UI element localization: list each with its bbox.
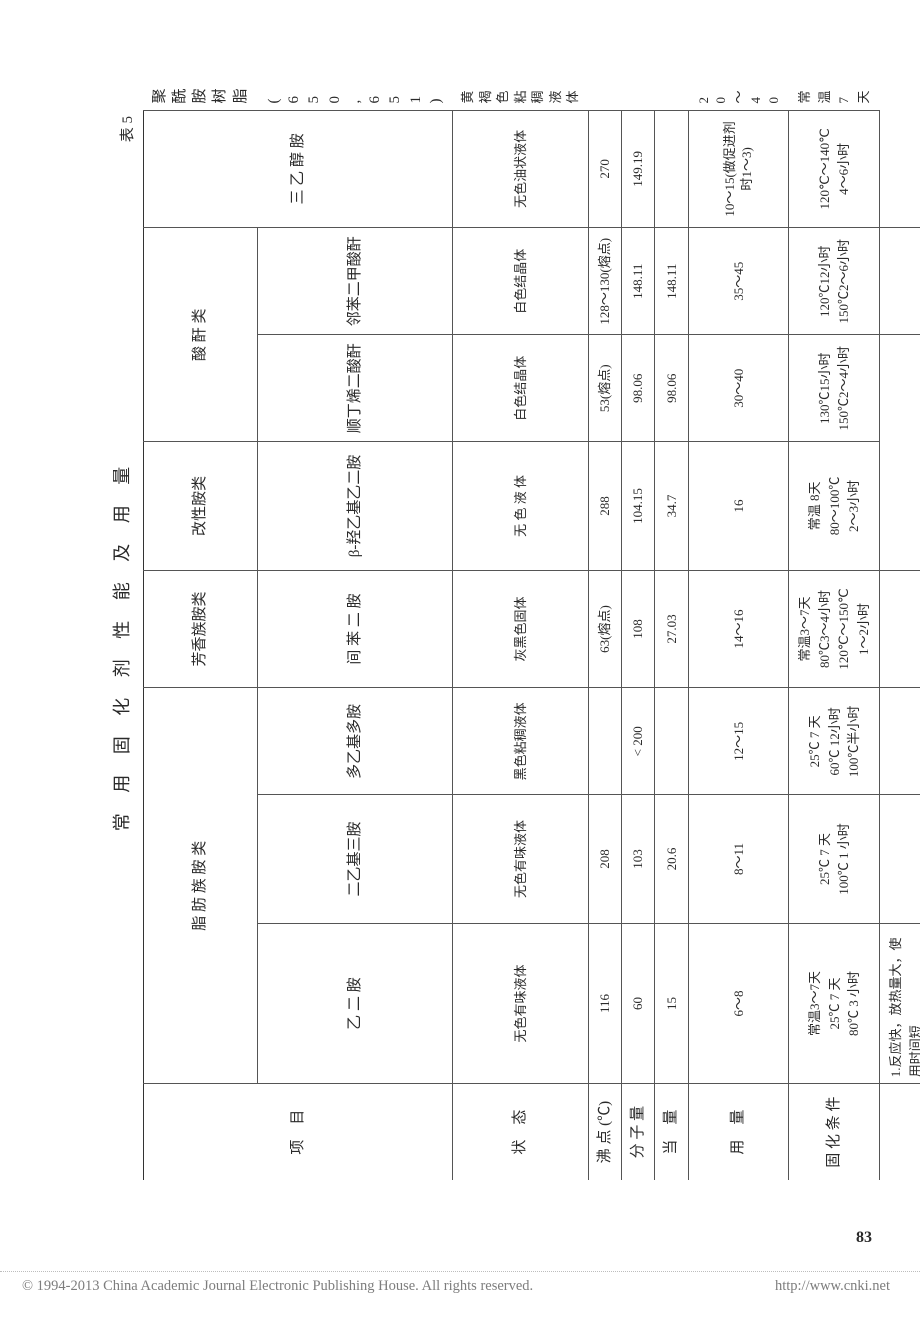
table-cell: 12～15	[688, 688, 789, 795]
table-cell: 常温3～7天25℃ 7 天80℃ 3 小时	[789, 923, 880, 1084]
table-cell: 毒性较小，使用时间较长，加温固化后性能较好	[880, 795, 920, 923]
table-cell: 8～11	[688, 795, 789, 923]
table-cell: 无 色 液 体	[453, 442, 589, 570]
table-cell: 黑色粘稠液体	[453, 688, 589, 795]
table-cell: 148.11	[622, 228, 655, 335]
table-cell: 14～16	[688, 570, 789, 688]
table-cell: 103	[622, 795, 655, 923]
table-cell: 148.11	[655, 228, 688, 335]
table-cell: 34.7	[655, 442, 688, 570]
table-cell: 16	[688, 442, 789, 570]
table-subheader: β-羟乙基乙二胺	[257, 442, 452, 570]
table-cell: 35～45	[688, 228, 789, 335]
table-cell: 1.反应快，放热量大，使用时间短2.粘度低，与树脂易混合，操作方便3.耐温性差,…	[880, 923, 920, 1084]
table-cell: 使用时间长，耐温性好，机械强度高，耐腐蚀性良好，毒性较大	[880, 688, 920, 795]
table-cell: 机械强度高,耐热性较好,易升华，有刺激性，需熔化才能混合，反应速度慢，使用时间长…	[880, 335, 920, 570]
footer-url: http://www.cnki.net	[775, 1278, 890, 1295]
table-subheader: 间 苯 二 胺	[257, 570, 452, 688]
row-label: 用 量	[688, 1084, 789, 1180]
table-cell: 104.15	[622, 442, 655, 570]
table-subheader: 邻苯二甲酸酐	[257, 228, 452, 335]
page-number: 83	[856, 1229, 872, 1247]
table-header: 三 乙 醇 胺	[143, 110, 453, 228]
table-subheader: 顺丁烯二酸酐	[257, 335, 452, 442]
row-label: 当 量	[655, 1084, 688, 1180]
row-label: 沸 点 (℃)	[588, 1084, 621, 1180]
table-cell: 60	[622, 923, 655, 1084]
table-header: 改性胺类	[143, 442, 257, 570]
table-cell: 130℃15小时150℃2～4小时	[789, 335, 880, 442]
table-cell: 149.19	[622, 110, 655, 228]
table-cell: 20.6	[655, 795, 688, 923]
table-cell: 63(熔点)	[588, 570, 621, 688]
table-cell: 无色有味液体	[453, 923, 589, 1084]
table-cell: 常温3～7天80℃3～4小时120℃～150℃1～2小时	[789, 570, 880, 688]
table-header: 脂 肪 族 胺 类	[143, 688, 257, 1084]
table-cell: 25℃ 7 天100℃ 1 小时	[789, 795, 880, 923]
table-cell: 15	[655, 923, 688, 1084]
table-cell: 98.06	[655, 335, 688, 442]
footer-copyright: © 1994-2013 China Academic Journal Elect…	[22, 1278, 533, 1295]
curing-agents-table: 项 目脂 肪 族 胺 类芳香族胺类改性胺类酸 酐 类三 乙 醇 胺聚酰胺树脂 乙…	[143, 110, 920, 1180]
table-cell: 27.03	[655, 570, 688, 688]
footer: © 1994-2013 China Academic Journal Elect…	[0, 1271, 920, 1295]
table-cell: 270	[588, 110, 621, 228]
table-cell: 288	[588, 442, 621, 570]
table-cell: 10～15(做促进剂时1～3)	[688, 110, 789, 228]
table-cell: 白色结晶体	[453, 228, 589, 335]
table-cell: 毒性小，既是固化剂又是增塑剂	[880, 110, 920, 228]
table-cell: 120℃～140℃4～6小时	[789, 110, 880, 228]
table-cell: 常温 8天80～100℃2～3小时	[789, 442, 880, 570]
table-cell: 白色结晶体	[453, 335, 589, 442]
table-cell: 6～8	[688, 923, 789, 1084]
table-cell: 208	[588, 795, 621, 923]
table-cell: 毒性较小，固化速度慢，使用时间长，粘度较大	[880, 570, 920, 688]
row-label: 状 态	[453, 1084, 589, 1180]
table-cell: 98.06	[622, 335, 655, 442]
table-cell: 无色有味液体	[453, 795, 589, 923]
row-label: 分 子 量	[622, 1084, 655, 1180]
row-label: 特 点	[880, 1084, 920, 1180]
table-cell	[588, 688, 621, 795]
curing-agents-table-block: 常 用 固 化 剂 性 能 及 用 量 表 5 项 目脂 肪 族 胺 类芳香族胺…	[110, 110, 920, 1180]
table-cell: 30～40	[688, 335, 789, 442]
table-header: 项 目	[143, 1084, 453, 1180]
table-header: 酸 酐 类	[143, 228, 257, 442]
row-label: 固 化 条 件	[789, 1084, 880, 1180]
table-cell	[655, 110, 688, 228]
table-cell: 120℃12小时150℃2～6小时	[789, 228, 880, 335]
table-subheader: 二乙基三胺	[257, 795, 452, 923]
table-cell: 使用时间较长	[880, 228, 920, 335]
table-cell: 25℃ 7 天60℃ 12小时100℃半小时	[789, 688, 880, 795]
table-cell: 53(熔点)	[588, 335, 621, 442]
table-subheader: 乙 二 胺	[257, 923, 452, 1084]
table-subheader: 多乙基多胺	[257, 688, 452, 795]
table-cell	[655, 688, 688, 795]
table-header: 芳香族胺类	[143, 570, 257, 688]
table-cell: < 200	[622, 688, 655, 795]
table-cell: 116	[588, 923, 621, 1084]
table-cell: 灰黑色固体	[453, 570, 589, 688]
table-cell: 108	[622, 570, 655, 688]
table-cell: 无色油状液体	[453, 110, 589, 228]
table-cell: 128～130(熔点)	[588, 228, 621, 335]
